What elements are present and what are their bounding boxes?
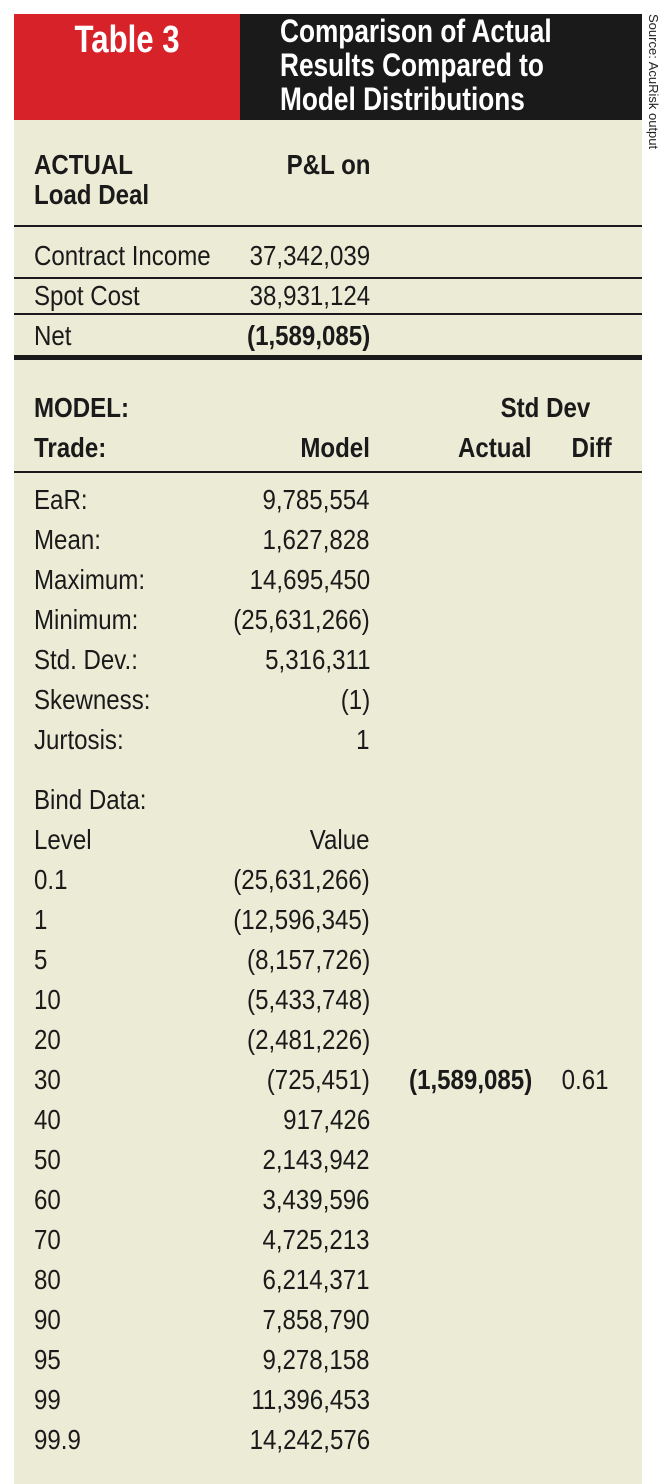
bind-level: 99.9 <box>34 1424 81 1455</box>
stat-label: Maximum: <box>34 564 146 595</box>
stat-value: 1,627,828 <box>262 524 370 555</box>
stat-label: Skewness: <box>34 684 151 715</box>
bind-value: 917,426 <box>282 1104 370 1135</box>
bind-diff: 0.61 <box>561 1064 608 1095</box>
pl-column-header: P&L on <box>273 150 370 180</box>
net-value: (1,589,085) <box>246 320 370 351</box>
stat-value: (25,631,266) <box>233 604 370 635</box>
table-label: Table 3 <box>74 19 180 61</box>
bind-value: (725,451) <box>266 1064 370 1095</box>
stat-label: Minimum: <box>34 604 139 635</box>
bind-value: 3,439,596 <box>262 1184 370 1215</box>
net-label: Net <box>34 320 72 351</box>
stat-label: Jurtosis: <box>34 724 124 755</box>
model-heading-line-1: MODEL: <box>34 392 129 423</box>
model-column-header: Model <box>300 432 370 463</box>
spot-cost-label: Spot Cost <box>34 280 140 311</box>
actual-heading-line-2: Load Deal <box>34 179 150 210</box>
bind-level: 20 <box>34 1024 61 1055</box>
bind-level: 5 <box>34 944 48 975</box>
stat-label: Std. Dev.: <box>34 644 138 675</box>
divider <box>14 225 642 227</box>
table-title-box: Comparison of Actual Results Compared to… <box>240 14 642 120</box>
stat-value: (1) <box>340 684 370 715</box>
stat-value: 1 <box>356 724 370 755</box>
bind-level: 70 <box>34 1224 61 1255</box>
table-panel: Table 3 Comparison of Actual Results Com… <box>14 14 642 1484</box>
model-heading-line-2: Trade: <box>34 432 107 463</box>
stat-label: Mean: <box>34 524 101 555</box>
bind-level: 99 <box>34 1384 61 1415</box>
spot-cost-value: 38,931,124 <box>249 280 370 311</box>
bind-level: 10 <box>34 984 61 1015</box>
bind-value: (5,433,748) <box>246 984 370 1015</box>
bind-level: 90 <box>34 1304 61 1335</box>
bind-value: 7,858,790 <box>262 1304 370 1335</box>
bind-value: (12,596,345) <box>233 904 370 935</box>
divider <box>14 277 642 279</box>
table-title-line-3: Model Distributions <box>280 81 525 117</box>
value-header: Value <box>310 824 370 855</box>
bind-value: 4,725,213 <box>262 1224 370 1255</box>
bind-value: 9,278,158 <box>262 1344 370 1375</box>
table-label-box: Table 3 <box>14 14 240 120</box>
bind-level: 80 <box>34 1264 61 1295</box>
table-title-line-1: Comparison of Actual <box>280 13 552 49</box>
source-note: Source: AcuRisk output <box>646 14 661 150</box>
contract-income-value: 37,342,039 <box>249 240 370 271</box>
stat-value: 14,695,450 <box>249 564 370 595</box>
stddev-header-line-1: Std Dev <box>500 392 590 423</box>
bind-level: 60 <box>34 1184 61 1215</box>
bind-level: 95 <box>34 1344 61 1375</box>
level-header: Level <box>34 824 92 855</box>
actual-column-header: Actual <box>458 432 532 463</box>
divider <box>14 471 642 473</box>
divider <box>14 313 642 315</box>
bind-value: (8,157,726) <box>246 944 370 975</box>
bind-value: 11,396,453 <box>251 1384 370 1415</box>
stat-value: 9,785,554 <box>262 484 370 515</box>
bind-data-label: Bind Data: <box>34 784 147 815</box>
bind-level: 40 <box>34 1104 61 1135</box>
contract-income-label: Contract Income <box>34 240 211 271</box>
pl-column-header-text: P&L on <box>286 149 370 180</box>
bind-value: 6,214,371 <box>262 1264 370 1295</box>
bind-level: 30 <box>34 1064 61 1095</box>
bind-value: (2,481,226) <box>246 1024 370 1055</box>
bind-value: (25,631,266) <box>233 864 370 895</box>
actual-heading: ACTUAL Load Deal <box>34 150 168 210</box>
bind-level: 0.1 <box>34 864 68 895</box>
stat-label: EaR: <box>34 484 88 515</box>
actual-heading-line-1: ACTUAL <box>34 149 133 180</box>
stat-value: 5,316,311 <box>264 644 370 675</box>
bind-actual: (1,589,085) <box>408 1064 532 1095</box>
thick-divider <box>14 355 642 360</box>
table-title-line-2: Results Compared to <box>280 47 544 83</box>
model-heading: MODEL: Trade: <box>34 388 144 468</box>
bind-level: 1 <box>34 904 48 935</box>
bind-level: 50 <box>34 1144 61 1175</box>
bind-value: 2,143,942 <box>262 1144 370 1175</box>
diff-column-header: Diff <box>571 432 612 463</box>
bind-value: 14,242,576 <box>249 1424 370 1455</box>
